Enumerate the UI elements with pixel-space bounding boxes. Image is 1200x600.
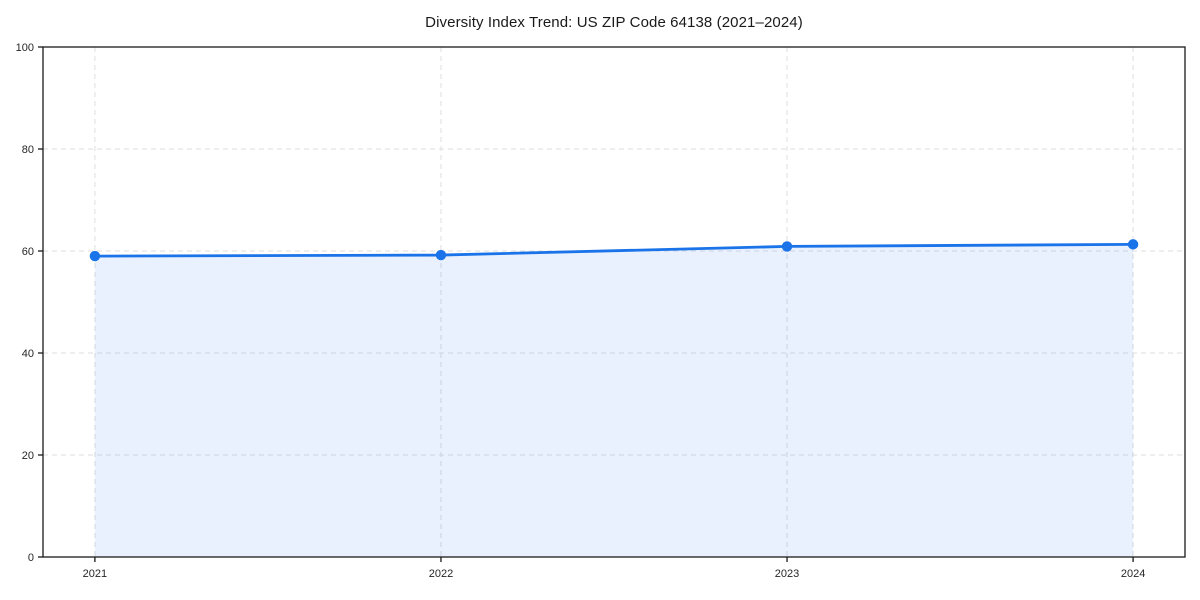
x-tick-label: 2022 bbox=[429, 568, 453, 580]
y-tick-label: 0 bbox=[28, 552, 34, 564]
data-point-2022 bbox=[435, 249, 447, 261]
data-point-2021 bbox=[89, 250, 101, 262]
y-tick-label: 100 bbox=[16, 42, 34, 54]
x-tick-label: 2023 bbox=[775, 568, 799, 580]
data-point-2024 bbox=[1127, 239, 1139, 250]
x-tick-label: 2021 bbox=[83, 568, 107, 580]
trend-line bbox=[93, 242, 1135, 258]
x-tick-label: 2024 bbox=[1121, 568, 1145, 580]
y-tick-label: 40 bbox=[22, 348, 34, 360]
plot-frame bbox=[42, 46, 1186, 558]
chart-title: Diversity Index Trend: US ZIP Code 64138… bbox=[425, 14, 803, 31]
area-fill bbox=[94, 244, 1134, 557]
y-tick-label: 20 bbox=[22, 450, 34, 462]
y-tick-label: 80 bbox=[22, 144, 34, 156]
data-point-2023 bbox=[781, 241, 793, 252]
y-tick-label: 60 bbox=[22, 246, 34, 258]
